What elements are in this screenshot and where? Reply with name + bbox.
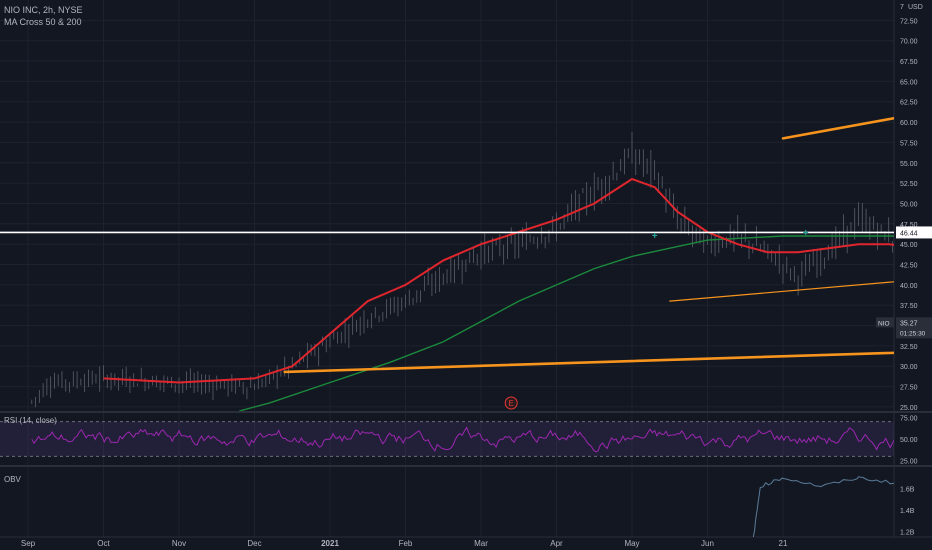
- y-tick-label: 52.50: [900, 181, 918, 188]
- x-tick-label[interactable]: 2021: [321, 539, 339, 548]
- y-tick-label: 30.00: [900, 364, 918, 371]
- y-tick-label: 70.00: [900, 39, 918, 46]
- trendlines[interactable]: [283, 0, 932, 374]
- x-tick-label[interactable]: Oct: [97, 539, 110, 548]
- trendline: [283, 351, 894, 374]
- obv-title[interactable]: OBV: [4, 475, 21, 484]
- x-tick-label[interactable]: 21: [779, 539, 788, 548]
- y-tick-label: 7: [900, 4, 904, 11]
- trendline: [669, 281, 894, 302]
- y-tick-label: 45.00: [900, 242, 918, 249]
- rsi-band: [0, 421, 894, 457]
- y-tick-label: 72.50: [900, 18, 918, 25]
- x-tick-label[interactable]: Feb: [399, 539, 413, 548]
- ma-cross-markers: +++++: [652, 228, 809, 242]
- ma-fast-line: [103, 177, 894, 384]
- ma-cross-marker: +: [652, 231, 658, 242]
- x-tick-label[interactable]: Mar: [474, 539, 488, 548]
- y-tick-label: 60.00: [900, 120, 918, 127]
- ma-slow-line: [239, 235, 894, 411]
- x-tick-label[interactable]: Nov: [172, 539, 186, 548]
- time-axis[interactable]: Sep Oct Nov Dec 2021 Feb Mar Apr May Jun 21: [21, 539, 788, 548]
- y-tick-label: 62.50: [900, 100, 918, 107]
- currency-label: USD: [908, 4, 923, 11]
- y-tick-label: 57.50: [900, 140, 918, 147]
- rsi-title[interactable]: RSI (14, close): [4, 416, 57, 425]
- y-tick-label: 37.50: [900, 303, 918, 310]
- x-tick-label[interactable]: Dec: [247, 539, 261, 548]
- y-tick-label: 25.00: [900, 405, 918, 412]
- symbol-badge-label: NIO: [878, 320, 890, 327]
- ma-cross-marker: +: [803, 228, 809, 239]
- rsi-axis[interactable]: 25.00 50.00 75.00: [900, 415, 918, 465]
- symbol-title[interactable]: NIO INC, 2h, NYSE: [4, 5, 83, 15]
- pane-separators: [0, 0, 932, 538]
- obv-tick-label: 1.4B: [900, 508, 915, 515]
- obv-tick-label: 1.2B: [900, 530, 915, 537]
- y-tick-label: 27.50: [900, 385, 918, 392]
- y-tick-label: 65.00: [900, 79, 918, 86]
- x-tick-label[interactable]: May: [624, 539, 639, 548]
- earnings-marker-label: E: [509, 399, 514, 408]
- earnings-markers[interactable]: EE: [504, 396, 932, 410]
- price-axis[interactable]: 25.0027.5030.0032.5035.0037.5040.0042.50…: [900, 4, 923, 412]
- x-tick-label[interactable]: Sep: [21, 539, 36, 548]
- price-badge-label: 35.27: [900, 320, 918, 327]
- y-tick-label: 55.00: [900, 161, 918, 168]
- obv-axis[interactable]: 1.2B 1.4B 1.6B: [900, 487, 915, 537]
- price-badges: 46.44 NIO 35.27 01:25:30: [876, 226, 932, 339]
- hline-badge: [896, 226, 932, 239]
- rsi-line: [31, 426, 894, 453]
- rsi-tick-label: 75.00: [900, 415, 918, 422]
- chart-legend: NIO INC, 2h, NYSE MA Cross 50 & 200: [4, 4, 83, 28]
- price-candles: [31, 132, 893, 408]
- x-tick-label[interactable]: Jun: [701, 539, 714, 548]
- symbol-badge: [876, 317, 894, 328]
- price-badge: [896, 317, 932, 339]
- y-tick-label: 42.50: [900, 263, 918, 270]
- y-tick-label: 32.50: [900, 344, 918, 351]
- obv-tick-label: 1.6B: [900, 487, 915, 494]
- countdown-label: 01:25:30: [900, 330, 926, 337]
- y-tick-label: 50.00: [900, 201, 918, 208]
- y-tick-label: 67.50: [900, 59, 918, 66]
- y-tick-label: 47.50: [900, 222, 918, 229]
- y-tick-label: 40.00: [900, 283, 918, 290]
- hline-badge-label: 46.44: [900, 230, 918, 237]
- rsi-tick-label: 25.00: [900, 459, 918, 466]
- indicator-title[interactable]: MA Cross 50 & 200: [4, 17, 82, 27]
- x-tick-label[interactable]: Apr: [550, 539, 563, 548]
- earnings-marker: [504, 396, 518, 410]
- rsi-tick-label: 50.00: [900, 437, 918, 444]
